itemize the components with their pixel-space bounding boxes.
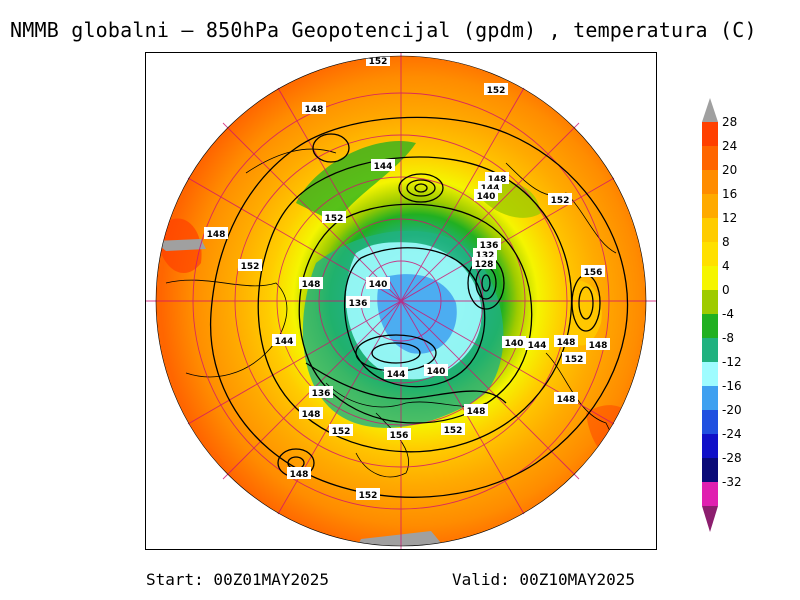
contour-label: 152 <box>332 427 351 437</box>
colorbar-swatch <box>702 386 718 410</box>
colorbar-label: -32 <box>722 475 742 489</box>
colorbar-label: 20 <box>722 163 737 177</box>
colorbar-swatch <box>702 482 718 506</box>
colorbar-label: 24 <box>722 139 737 153</box>
colorbar-swatch <box>702 170 718 194</box>
contour-label: 140 <box>505 339 524 349</box>
colorbar-label: 4 <box>722 259 730 273</box>
contour-label: 152 <box>551 196 570 206</box>
colorbar-swatch <box>702 146 718 170</box>
colorbar-swatch <box>702 314 718 338</box>
colorbar-label: -20 <box>722 403 742 417</box>
contour-label: 136 <box>349 299 368 309</box>
polar-map-svg: 152 148 152 144 148 144 140 152 152 148 … <box>146 53 656 549</box>
contour-label: 140 <box>477 192 496 202</box>
colorbar-swatch <box>702 218 718 242</box>
contour-label: 148 <box>488 175 507 185</box>
contour-label: 144 <box>387 370 406 380</box>
contour-label: 152 <box>325 214 344 224</box>
colorbar-swatch <box>702 410 718 434</box>
colorbar-swatch <box>702 458 718 482</box>
contour-label: 152 <box>369 57 388 67</box>
colorbar-labels: 28 24 20 16 12 8 4 0 -4 -8 -12 -16 -20 -24 -28 -32 <box>722 115 742 489</box>
colorbar-swatch <box>702 362 718 386</box>
contour-label: 144 <box>528 341 547 351</box>
contour-label: 144 <box>275 337 294 347</box>
chart-title: NMMB globalni – 850hPa Geopotencijal (gp… <box>10 18 757 42</box>
contour-label: 144 <box>374 162 393 172</box>
contour-label: 148 <box>302 410 321 420</box>
colorbar-label: -8 <box>722 331 734 345</box>
contour-label: 152 <box>359 491 378 501</box>
contour-label: 152 <box>487 86 506 96</box>
colorbar-swatch <box>702 194 718 218</box>
colorbar-swatch <box>702 242 718 266</box>
colorbar-label: 0 <box>722 283 730 297</box>
contour-label: 148 <box>290 470 309 480</box>
contour-label: 152 <box>241 262 260 272</box>
colorbar-label: 28 <box>722 115 737 129</box>
contour-label: 156 <box>584 268 603 278</box>
colorbar-swatch <box>702 434 718 458</box>
contour-label: 148 <box>557 338 576 348</box>
colorbar-label: -16 <box>722 379 742 393</box>
contour-label: 148 <box>557 395 576 405</box>
contour-label: 140 <box>427 367 446 377</box>
contour-label: 148 <box>467 407 486 417</box>
globe-outline <box>155 55 647 547</box>
colorbar-arrow-top <box>702 98 718 122</box>
valid-time: Valid: 00Z10MAY2025 <box>452 570 636 589</box>
contour-label: 148 <box>305 105 324 115</box>
colorbar-swatch <box>702 122 718 146</box>
colorbar-label: -12 <box>722 355 742 369</box>
contour-label: 148 <box>302 280 321 290</box>
colorbar-arrow-bottom <box>702 506 718 532</box>
contour-labels: 152 148 152 144 148 144 140 152 152 148 … <box>204 54 610 501</box>
contour-label: 132 <box>476 251 495 261</box>
contour-label: 156 <box>390 431 409 441</box>
colorbar-label: -28 <box>722 451 742 465</box>
colorbar-swatch <box>702 266 718 290</box>
contour-label: 136 <box>312 389 331 399</box>
contour-label: 148 <box>589 341 608 351</box>
contour-label: 140 <box>369 280 388 290</box>
contour-label: 128 <box>475 260 494 270</box>
contour-label: 136 <box>480 241 499 251</box>
contour-label: 152 <box>565 355 584 365</box>
polar-map[interactable]: 152 148 152 144 148 144 140 152 152 148 … <box>145 52 657 550</box>
colorbar-label: 12 <box>722 211 737 225</box>
colorbar-label: 8 <box>722 235 730 249</box>
colorbar-swatches <box>702 122 718 506</box>
colorbar-label: 16 <box>722 187 737 201</box>
colorbar-label: -24 <box>722 427 742 441</box>
colorbar-swatch <box>702 290 718 314</box>
temperature-colorbar: 28 24 20 16 12 8 4 0 -4 -8 -12 -16 -20 -24 -28 -32 <box>702 98 742 532</box>
colorbar-label: -4 <box>722 307 734 321</box>
contour-label: 152 <box>444 426 463 436</box>
contour-label: 148 <box>207 230 226 240</box>
start-time: Start: 00Z01MAY2025 <box>146 570 330 589</box>
colorbar-swatch <box>702 338 718 362</box>
